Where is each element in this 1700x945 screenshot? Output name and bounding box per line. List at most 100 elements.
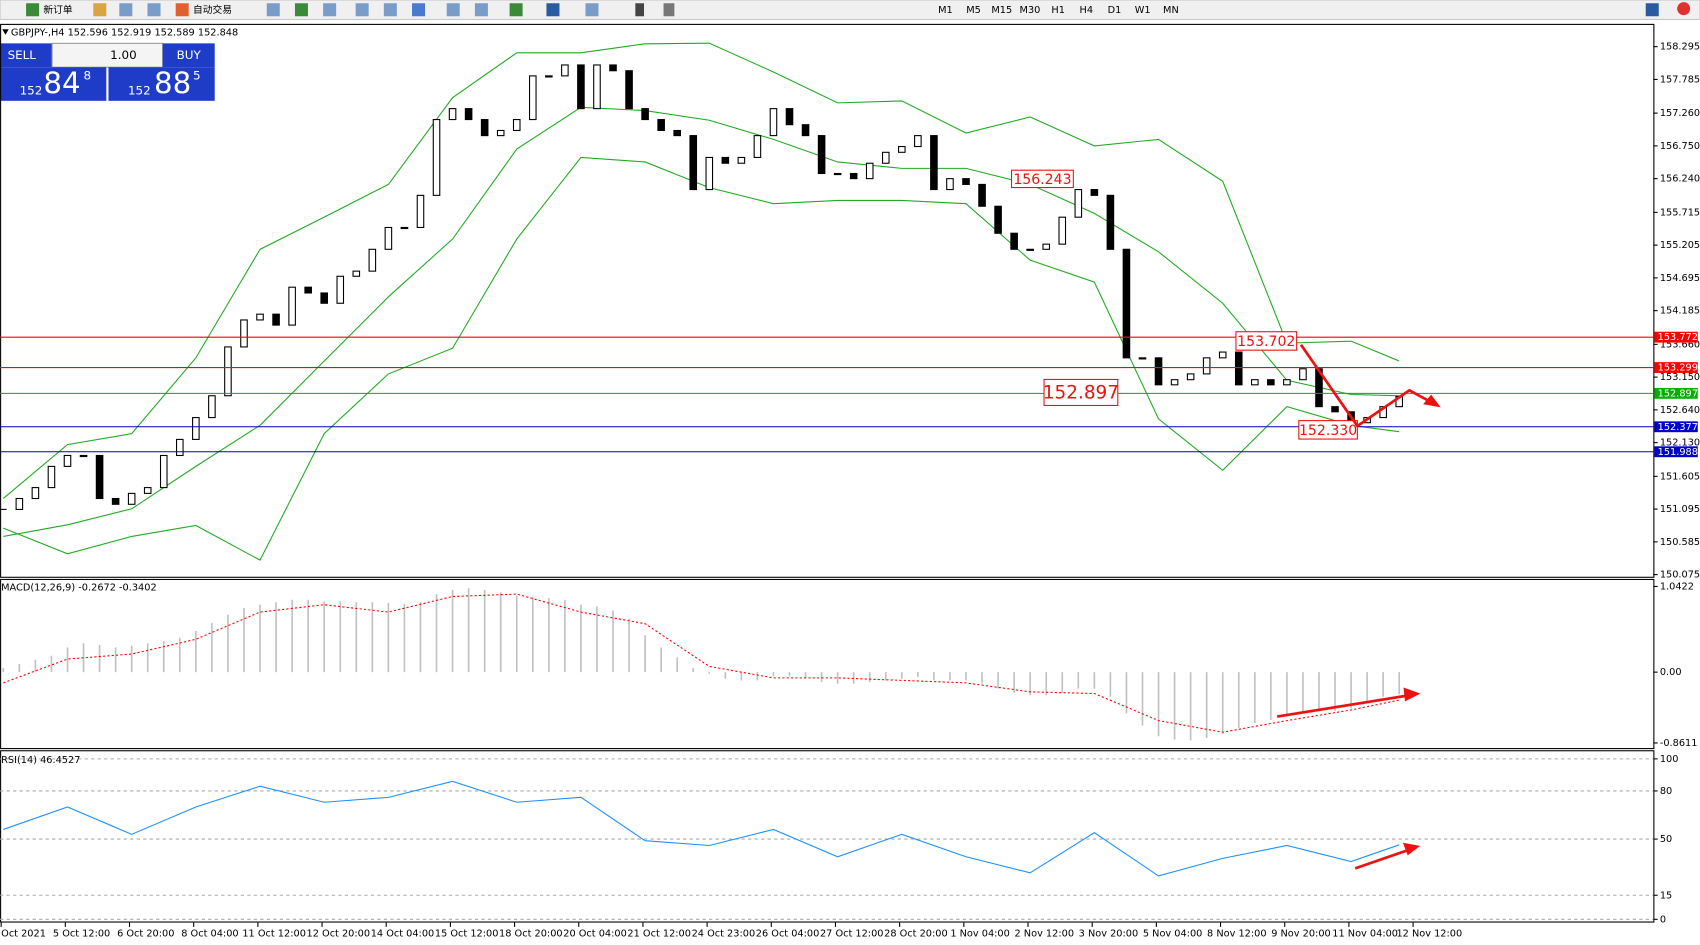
candle [914, 135, 922, 148]
arrow [1276, 693, 1412, 718]
icon[interactable] [412, 3, 426, 17]
y-tick-label: 157.260 [1660, 108, 1700, 119]
icon[interactable] [93, 3, 107, 17]
one-click-panel: SELL BUY 1.00 152 84 8 152 88 5 [0, 42, 215, 101]
icon[interactable] [266, 3, 280, 17]
candle [946, 178, 954, 191]
icon[interactable] [147, 3, 161, 17]
y-tick-label: 153.150 [1660, 372, 1700, 383]
icon[interactable] [383, 3, 397, 17]
candle [15, 497, 24, 510]
icon[interactable] [585, 3, 599, 17]
y-tick-label: 157.785 [1660, 74, 1700, 85]
candle [111, 497, 120, 505]
bid-box[interactable] [0, 67, 107, 101]
icon[interactable] [26, 3, 40, 17]
ask-box[interactable] [108, 67, 215, 101]
icon[interactable] [355, 3, 369, 17]
bollinger-band [3, 106, 1400, 537]
candle [833, 172, 842, 176]
candle [1202, 357, 1211, 375]
candle [1154, 357, 1163, 386]
timeframe[interactable]: D1 [1108, 5, 1122, 16]
icon[interactable] [323, 3, 337, 17]
candle [320, 292, 329, 304]
sell-button[interactable] [0, 43, 53, 68]
timeframe[interactable]: M1 [938, 5, 953, 16]
time-label: 8 Oct 04:00 [181, 928, 238, 939]
candle [0, 508, 7, 510]
lot-box[interactable] [51, 42, 164, 68]
icon[interactable] [446, 3, 460, 17]
y-tick-label: 152.130 [1660, 438, 1700, 449]
y-tick-label: -0.8611 [1660, 738, 1698, 749]
time-label: 9 Nov 20:00 [1271, 928, 1331, 939]
candle [609, 64, 617, 72]
candle [930, 135, 938, 191]
candle [1234, 351, 1243, 386]
candle [849, 172, 858, 180]
timeframe[interactable]: MN [1163, 5, 1179, 16]
icon[interactable] [1645, 3, 1659, 17]
icon[interactable] [474, 3, 488, 17]
buy-label[interactable]: BUY [177, 48, 202, 62]
timeframe[interactable]: M5 [966, 5, 981, 16]
icon[interactable] [635, 3, 645, 17]
icon[interactable] [509, 3, 523, 17]
icon[interactable] [175, 3, 189, 17]
candle [1010, 232, 1018, 250]
candle [79, 454, 88, 458]
candle [1122, 248, 1131, 359]
auto-trading[interactable]: 自动交易 [193, 3, 232, 16]
y-tick-label: 155.715 [1660, 207, 1700, 218]
candle [352, 270, 361, 277]
candle [785, 108, 794, 126]
time-label: 6 Oct 20:00 [117, 928, 174, 939]
candle [561, 64, 569, 77]
time-label: 12 Oct 20:00 [307, 928, 371, 939]
rsi-frame [0, 750, 1655, 923]
timeframe[interactable]: M30 [1020, 5, 1041, 16]
bid-small: 8 [84, 68, 92, 82]
candle [737, 156, 746, 164]
icon[interactable] [546, 3, 560, 17]
toolbar [0, 0, 1700, 21]
level-label-bg [1654, 421, 1698, 433]
candle [641, 108, 649, 121]
buy-button[interactable] [162, 43, 215, 68]
candle [480, 119, 489, 137]
time-label: 1 Nov 04:00 [950, 928, 1010, 939]
candle [176, 438, 184, 457]
timeframes: M1 M5 M15 M30 H1 H4 D1 W1 MN [938, 5, 1179, 16]
new-order[interactable]: 新订单 [43, 3, 72, 16]
timeframe[interactable]: M15 [991, 5, 1012, 16]
y-tick-label: 158.295 [1660, 42, 1700, 53]
time-label: 21 Oct 12:00 [627, 928, 691, 939]
time-label: 27 Oct 12:00 [820, 928, 884, 939]
candle [1267, 379, 1275, 386]
lot-value[interactable]: 1.00 [110, 48, 137, 62]
candle [1186, 373, 1195, 381]
macd-frame [0, 578, 1655, 750]
sell-label[interactable]: SELL [8, 48, 37, 62]
toolbar-icons [26, 2, 1691, 17]
timeframe[interactable]: W1 [1135, 5, 1151, 16]
annotation-box [1235, 331, 1298, 351]
time-label: 5 Oct 12:00 [53, 928, 110, 939]
annotation-box [1298, 420, 1358, 440]
timeframe[interactable]: H4 [1080, 5, 1094, 16]
icon[interactable] [119, 3, 133, 17]
y-tick-label: 80 [1660, 786, 1672, 797]
icon[interactable] [663, 3, 675, 17]
level-label-bg [1654, 331, 1698, 343]
annotation: 152.330 [1299, 423, 1357, 439]
ask-small: 5 [193, 68, 201, 82]
candle [208, 395, 216, 419]
timeframe[interactable]: H1 [1051, 5, 1065, 16]
y-tick-label: 155.205 [1660, 240, 1700, 251]
level-label-bg [1654, 446, 1698, 458]
icon[interactable] [294, 3, 308, 17]
notification[interactable] [1677, 2, 1691, 16]
